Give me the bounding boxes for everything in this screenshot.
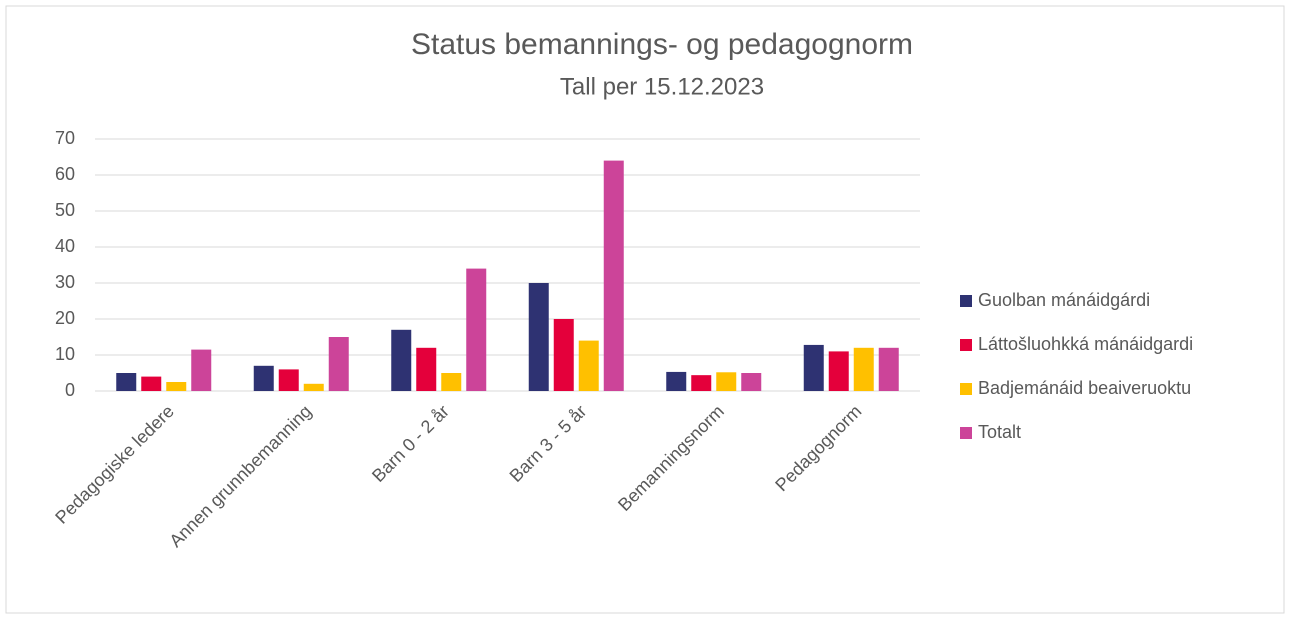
legend-label: Badjemánáid beaiveruoktu xyxy=(978,378,1191,398)
legend-swatch xyxy=(960,339,972,351)
bar xyxy=(828,351,849,391)
y-tick-label: 10 xyxy=(55,344,75,364)
y-tick-label: 40 xyxy=(55,236,75,256)
bar xyxy=(441,373,462,391)
y-tick-label: 30 xyxy=(55,272,75,292)
bar xyxy=(603,160,624,391)
legend-label: Guolban mánáidgárdi xyxy=(978,290,1150,310)
bar xyxy=(528,283,549,391)
legend-swatch xyxy=(960,427,972,439)
bar xyxy=(878,347,899,391)
bar xyxy=(691,375,712,391)
bar xyxy=(328,337,349,391)
bar xyxy=(166,382,187,391)
chart-title: Status bemannings- og pedagognorm xyxy=(411,28,913,61)
chart-subtitle: Tall per 15.12.2023 xyxy=(560,73,764,100)
y-tick-label: 20 xyxy=(55,308,75,328)
y-tick-label: 0 xyxy=(65,380,75,400)
bar xyxy=(853,347,874,391)
bar xyxy=(803,344,824,391)
bar xyxy=(553,319,574,391)
legend-label: Totalt xyxy=(978,422,1021,442)
bar xyxy=(466,268,487,391)
legend-label: Láttošluohkká mánáidgardi xyxy=(978,334,1193,354)
bar xyxy=(141,376,162,391)
bar xyxy=(741,373,762,391)
legend-swatch xyxy=(960,295,972,307)
bar xyxy=(666,371,687,391)
bar xyxy=(116,373,137,391)
bar xyxy=(578,340,599,391)
bar xyxy=(303,383,324,391)
bar xyxy=(716,372,737,391)
bar xyxy=(391,329,412,391)
bar xyxy=(416,347,437,391)
legend-swatch xyxy=(960,383,972,395)
bar xyxy=(253,365,274,391)
bar xyxy=(278,369,299,391)
chart-frame xyxy=(5,5,1285,614)
y-tick-label: 60 xyxy=(55,164,75,184)
y-tick-label: 50 xyxy=(55,200,75,220)
bar xyxy=(191,349,212,391)
y-tick-label: 70 xyxy=(55,128,75,148)
